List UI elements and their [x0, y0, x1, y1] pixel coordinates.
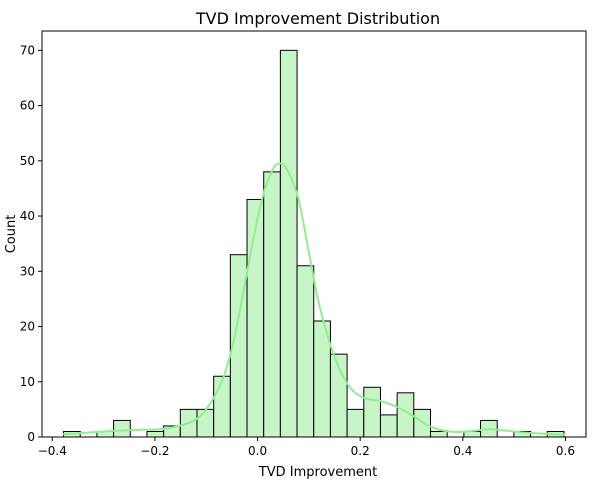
histogram-bar	[296, 265, 315, 438]
histogram-bar	[363, 386, 381, 438]
histogram-bar	[279, 49, 298, 438]
histogram-bar	[196, 408, 215, 438]
histogram-bar	[246, 198, 265, 438]
x-tick-label: 0.0	[248, 444, 267, 458]
x-tick-label: 0.2	[351, 444, 370, 458]
y-tick-label: 20	[20, 320, 35, 334]
x-tick-label: −0.4	[38, 444, 67, 458]
x-tick-label: 0.4	[453, 444, 472, 458]
y-tick-label: 10	[20, 375, 35, 389]
y-axis-ticks: 0 10 20 30 40 50 60 70	[20, 43, 42, 444]
histogram-bar	[213, 375, 231, 438]
histogram-bar	[113, 419, 131, 438]
histogram-bar	[379, 414, 398, 438]
y-tick-label: 30	[20, 264, 35, 278]
histogram-bar	[430, 430, 448, 438]
x-axis-ticks: −0.4 −0.2 0.0 0.2 0.4 0.6	[38, 437, 575, 458]
chart-title: TVD Improvement Distribution	[195, 9, 440, 28]
x-tick-label: −0.2	[140, 444, 169, 458]
y-tick-label: 0	[27, 430, 35, 444]
plot-frame	[41, 30, 587, 438]
x-axis-label: TVD Improvement	[258, 465, 377, 480]
y-axis-label: Count	[4, 215, 19, 254]
y-tick-label: 70	[20, 43, 35, 57]
histogram-bar	[346, 408, 365, 438]
histogram-bars	[63, 49, 565, 438]
y-tick-label: 50	[20, 154, 35, 168]
x-tick-label: 0.6	[556, 444, 575, 458]
kde-curve	[62, 162, 566, 436]
y-tick-label: 60	[20, 99, 35, 113]
histogram-bar	[146, 430, 165, 438]
y-tick-label: 40	[20, 209, 35, 223]
histogram-bar	[263, 171, 281, 438]
